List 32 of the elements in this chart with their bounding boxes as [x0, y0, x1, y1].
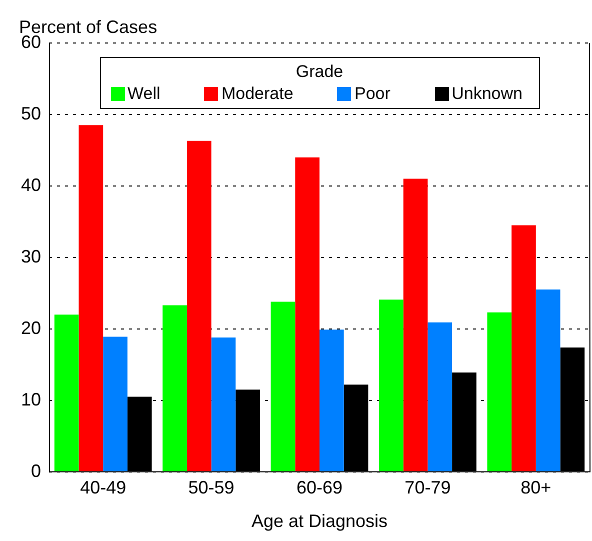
y-tick-label: 40 — [20, 174, 41, 195]
y-tick-label: 50 — [20, 103, 41, 124]
y-tick-label: 0 — [30, 460, 41, 481]
x-tick-label: 80+ — [520, 478, 552, 498]
x-tick-label: 60-69 — [296, 478, 343, 498]
bar — [379, 300, 404, 472]
x-axis-title: Age at Diagnosis — [251, 511, 388, 532]
bar — [487, 312, 512, 472]
bar — [512, 225, 536, 472]
bar — [428, 322, 452, 472]
y-tick-label: 30 — [20, 246, 41, 266]
y-tick-label: 20 — [20, 318, 41, 338]
bar — [270, 302, 296, 472]
bar — [211, 337, 236, 472]
legend-label: Poor — [354, 84, 390, 104]
bar — [103, 336, 128, 472]
legend-title: Grade — [294, 62, 344, 82]
legend-label: Well — [128, 84, 160, 104]
bar — [186, 140, 212, 472]
bar — [295, 157, 320, 472]
legend-label: Moderate — [221, 84, 294, 104]
bar — [403, 178, 428, 472]
y-tick-label: 10 — [20, 389, 41, 410]
bar — [320, 330, 344, 472]
bar — [54, 314, 79, 472]
x-tick-label: 50-59 — [188, 478, 234, 498]
bar — [78, 125, 104, 472]
bar — [536, 290, 560, 472]
legend-label: Unknown — [452, 84, 522, 104]
x-tick-label: 40-49 — [80, 478, 126, 498]
bar — [162, 305, 187, 472]
x-tick-label: 70-79 — [404, 478, 451, 498]
